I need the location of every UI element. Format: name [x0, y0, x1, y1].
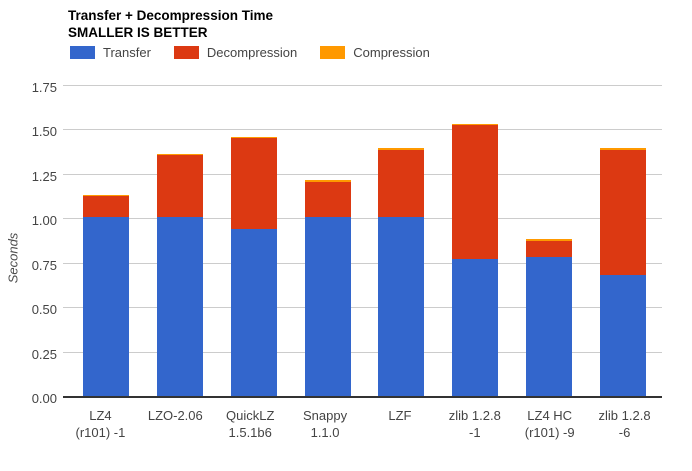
- y-axis-tick-label: 1.50: [31, 124, 57, 140]
- bar-segment-compression: [230, 136, 277, 139]
- legend: Transfer Decompression Compression: [70, 45, 430, 60]
- stacked-bar: [452, 123, 499, 396]
- x-axis-category-label: LZ4 (r101) -1: [63, 407, 138, 441]
- legend-swatch-decompression: [173, 46, 199, 59]
- stacked-bar: [156, 153, 203, 396]
- stacked-bar: [526, 239, 573, 396]
- x-axis-label-line: -1: [469, 425, 481, 440]
- bar-segment-transfer: [304, 216, 351, 396]
- x-axis-label-line: 1.5.1b6: [228, 425, 272, 440]
- bar-segment-decompression: [82, 196, 129, 217]
- chart-subtitle: SMALLER IS BETTER: [68, 25, 208, 40]
- x-axis-category-label: LZF: [363, 407, 438, 424]
- stacked-bar: [82, 194, 129, 396]
- stacked-bar: [378, 148, 425, 396]
- stacked-bar: [230, 136, 277, 396]
- x-axis-category-label: LZ4 HC (r101) -9: [512, 407, 587, 441]
- gridline: [63, 173, 662, 175]
- x-axis-category-label: QuickLZ 1.5.1b6: [213, 407, 288, 441]
- bar-segment-decompression: [156, 155, 203, 217]
- bar-segment-decompression: [600, 149, 647, 276]
- x-axis-category-label: zlib 1.2.8 -6: [587, 407, 662, 441]
- gridline: [63, 85, 662, 86]
- bar-segment-decompression: [452, 125, 499, 260]
- x-axis-label-line: -6: [618, 425, 631, 440]
- x-axis-label-line: zlib 1.2.8: [448, 408, 501, 423]
- stacked-bar: [600, 148, 647, 396]
- x-axis-label-line: Snappy: [303, 408, 348, 423]
- x-axis-label-line: LZO-2.06: [147, 408, 203, 423]
- plot-area: [63, 85, 662, 398]
- legend-label: Transfer: [103, 45, 151, 60]
- legend-label: Compression: [353, 45, 430, 60]
- bar-segment-decompression: [230, 138, 277, 229]
- bar-segment-compression: [82, 194, 129, 197]
- bar-segment-compression: [526, 239, 573, 241]
- bar-segment-transfer: [600, 275, 647, 396]
- x-axis-category-label: Snappy 1.1.0: [288, 407, 363, 441]
- bar-segment-transfer: [82, 216, 129, 396]
- x-axis-labels: LZ4 (r101) -1 LZO-2.06 QuickLZ 1.5.1b6 Snappy…: [63, 407, 662, 441]
- legend-swatch-transfer: [70, 46, 95, 59]
- bar-segment-decompression: [378, 149, 425, 217]
- x-axis-label-line: LZF: [388, 408, 412, 423]
- bar-segment-compression: [156, 153, 203, 156]
- bar-segment-decompression: [304, 181, 351, 217]
- y-axis-tick-label: 0.00: [31, 391, 57, 406]
- legend-swatch-compression: [320, 46, 346, 59]
- gridline: [63, 218, 662, 220]
- gridline: [63, 351, 662, 353]
- x-axis-label-line: (r101) -1: [75, 425, 126, 440]
- gridline: [63, 307, 662, 309]
- x-axis-label-line: LZ4 HC: [527, 408, 573, 423]
- y-axis-tick-label: 1.75: [31, 80, 57, 95]
- x-axis-label-line: QuickLZ: [225, 408, 275, 423]
- x-axis-label-line: LZ4: [89, 408, 112, 423]
- legend-label: Decompression: [206, 45, 298, 60]
- legend-item-compression: Compression: [320, 45, 430, 60]
- y-axis-tick-label: 0.25: [31, 346, 57, 362]
- bar-segment-compression: [452, 123, 499, 125]
- legend-item-transfer: Transfer: [70, 45, 151, 60]
- bar-segment-transfer: [156, 216, 203, 396]
- bar-segment-transfer: [378, 216, 425, 396]
- y-axis-tick-label: 0.75: [31, 257, 57, 273]
- stacked-bar: [304, 180, 351, 396]
- y-axis-tick-label: 0.50: [31, 302, 57, 318]
- y-axis-tick-label: 1.25: [31, 168, 57, 184]
- bar-segment-compression: [304, 180, 351, 182]
- x-axis-category-label: LZO-2.06: [138, 407, 213, 424]
- gridline: [63, 262, 662, 264]
- chart-title: Transfer + Decompression Time: [68, 8, 273, 23]
- x-axis-label-line: (r101) -9: [524, 425, 575, 440]
- y-axis-tick-label: 1.00: [31, 213, 57, 229]
- bar-segment-compression: [378, 148, 425, 150]
- bar-segment-decompression: [526, 240, 573, 258]
- x-axis-label-line: zlib 1.2.8: [598, 408, 651, 423]
- x-axis-category-label: zlib 1.2.8 -1: [437, 407, 512, 441]
- bar-segment-compression: [600, 148, 647, 150]
- legend-item-decompression: Decompression: [173, 45, 298, 60]
- gridline: [63, 129, 662, 131]
- bar-segment-transfer: [452, 259, 499, 396]
- bar-segment-transfer: [230, 228, 277, 396]
- bar-segment-transfer: [526, 257, 573, 396]
- x-axis-label-line: 1.1.0: [310, 425, 340, 440]
